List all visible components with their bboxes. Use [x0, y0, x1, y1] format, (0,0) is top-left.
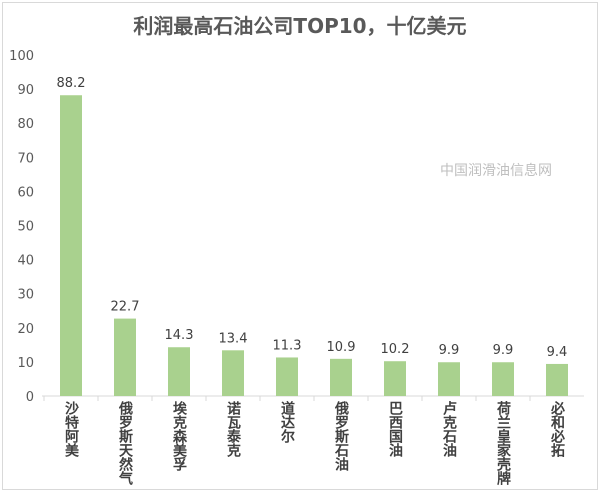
y-tick-label: 80	[17, 117, 34, 132]
x-tick-label: 俄罗斯天然气	[117, 400, 134, 486]
y-tick-label: 10	[17, 356, 34, 371]
bar	[384, 361, 406, 396]
y-tick-label: 100	[9, 49, 34, 64]
bar	[60, 95, 82, 396]
data-label: 10.2	[381, 342, 410, 357]
y-tick-label: 20	[17, 322, 34, 337]
chart-title: 利润最高石油公司TOP10，十亿美元	[133, 14, 467, 38]
y-tick-label: 90	[17, 83, 34, 98]
x-tick-label: 巴西国油	[387, 401, 403, 458]
bar	[114, 318, 136, 396]
data-label: 11.3	[273, 338, 302, 353]
bar	[330, 358, 352, 396]
bar	[222, 350, 244, 396]
bar	[438, 362, 460, 396]
data-label: 9.9	[439, 343, 460, 358]
x-tick-label: 卢克石油	[441, 400, 458, 458]
bar	[168, 347, 190, 396]
y-tick-label: 70	[17, 151, 34, 166]
bar	[546, 363, 568, 396]
y-tick-label: 0	[26, 390, 34, 405]
x-tick-label: 沙特阿美	[63, 401, 79, 458]
x-tick-label: 必和必拓	[549, 400, 566, 458]
data-label: 14.3	[165, 328, 194, 343]
data-label: 9.9	[493, 343, 514, 358]
y-tick-label: 40	[17, 254, 34, 269]
bar	[276, 357, 298, 396]
data-label: 10.9	[327, 340, 356, 355]
x-tick-label: 埃克森美孚	[171, 400, 187, 472]
data-label: 13.4	[219, 331, 248, 346]
watermark: 中国润滑油信息网	[440, 163, 552, 179]
x-tick-label: 荷兰皇家壳牌	[495, 400, 512, 486]
y-tick-label: 30	[17, 288, 34, 303]
data-label: 88.2	[57, 76, 86, 91]
data-label: 9.4	[547, 345, 568, 360]
x-tick-label: 俄罗斯石油	[333, 400, 350, 472]
x-tick-label: 道达尔	[279, 400, 295, 444]
y-tick-label: 60	[17, 185, 34, 200]
x-tick-label: 诺瓦泰克	[225, 400, 242, 458]
data-label: 22.7	[111, 300, 140, 315]
bar	[492, 362, 514, 396]
y-tick-label: 50	[17, 220, 34, 235]
